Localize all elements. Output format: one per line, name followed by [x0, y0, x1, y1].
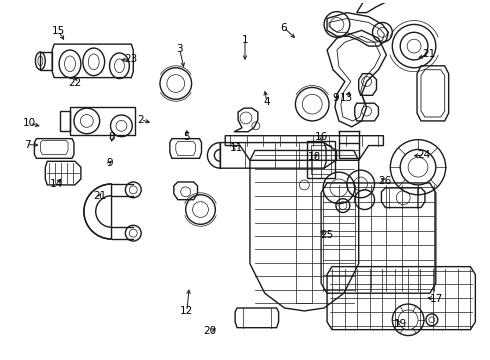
- Text: 8: 8: [108, 132, 115, 143]
- Text: 3: 3: [176, 44, 183, 54]
- Bar: [339, 143, 359, 158]
- Text: 15: 15: [52, 26, 65, 36]
- Text: 20: 20: [203, 327, 217, 336]
- Text: 17: 17: [430, 294, 443, 304]
- Bar: [296, 150, 312, 303]
- Text: 12: 12: [180, 306, 194, 316]
- Text: 21: 21: [93, 191, 106, 201]
- Text: 16: 16: [315, 132, 328, 143]
- Text: 14: 14: [49, 179, 63, 189]
- Text: 19: 19: [393, 319, 407, 329]
- Text: 5: 5: [184, 132, 190, 143]
- Bar: [311, 145, 331, 174]
- Text: 22: 22: [68, 77, 81, 87]
- Text: 11: 11: [230, 143, 243, 153]
- Text: 21: 21: [422, 49, 436, 59]
- Text: 7: 7: [24, 140, 30, 149]
- Text: 4: 4: [264, 97, 270, 107]
- Text: 26: 26: [378, 176, 391, 186]
- Text: 1: 1: [242, 35, 248, 45]
- Text: 10: 10: [23, 118, 36, 128]
- Bar: [307, 141, 335, 178]
- Text: 2: 2: [138, 115, 144, 125]
- Bar: [339, 150, 359, 158]
- Text: 18: 18: [308, 152, 321, 162]
- Text: 23: 23: [124, 54, 138, 64]
- Text: 24: 24: [417, 150, 431, 160]
- Text: 13: 13: [340, 94, 353, 103]
- Text: 9: 9: [106, 158, 113, 168]
- Text: 9: 9: [333, 94, 340, 103]
- Text: 6: 6: [280, 23, 287, 33]
- Text: 25: 25: [320, 230, 333, 240]
